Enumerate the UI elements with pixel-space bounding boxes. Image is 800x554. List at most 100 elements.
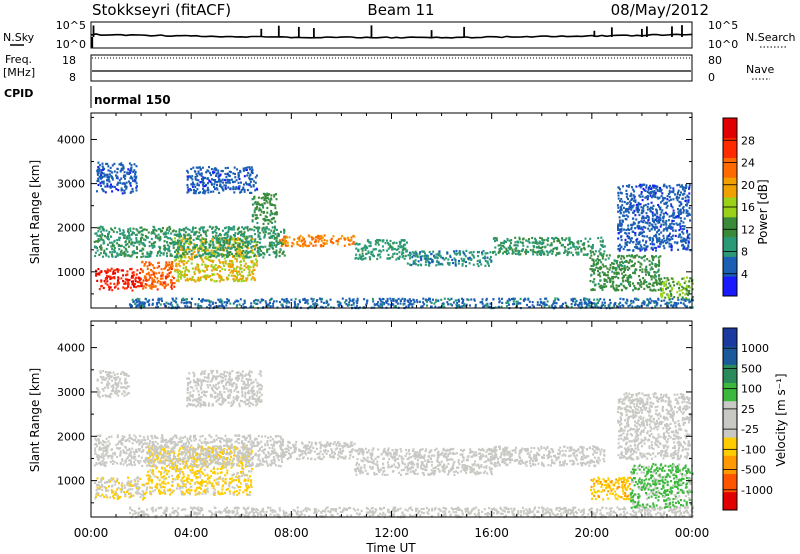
power-cell xyxy=(644,270,647,273)
power-cell xyxy=(254,176,257,179)
power-cell xyxy=(275,198,278,201)
power-cell xyxy=(208,166,210,169)
power-cell xyxy=(629,202,632,205)
power-cell xyxy=(199,244,202,247)
power-cell xyxy=(184,270,187,273)
power-cell xyxy=(654,226,657,229)
power-cell xyxy=(498,297,501,300)
power-cell xyxy=(230,227,233,230)
power-cell xyxy=(124,247,127,250)
power-cell xyxy=(119,236,121,239)
power-cell xyxy=(393,247,396,251)
power-cell xyxy=(688,280,691,283)
nsky-trace xyxy=(90,25,693,48)
power-cell xyxy=(175,252,178,255)
power-cell xyxy=(660,188,663,192)
power-cell xyxy=(654,233,657,236)
power-cell xyxy=(312,298,315,301)
power-cell xyxy=(221,170,224,173)
power-cell xyxy=(572,297,575,300)
power-cell xyxy=(272,305,275,308)
power-cell xyxy=(222,181,225,184)
power-cell xyxy=(212,265,215,268)
power-cell xyxy=(266,304,269,307)
power-cell xyxy=(199,167,202,171)
power-cell xyxy=(468,251,471,254)
power-cell xyxy=(185,261,188,264)
power-cell xyxy=(655,265,658,268)
power-cell xyxy=(234,232,237,235)
power-cell xyxy=(518,238,521,241)
power-cell xyxy=(214,301,217,305)
power-cell xyxy=(109,286,112,289)
power-cell xyxy=(129,191,132,194)
power-cell xyxy=(391,298,394,301)
power-cell xyxy=(198,269,201,272)
power-cell xyxy=(618,223,621,226)
power-cell xyxy=(267,193,269,197)
power-cell xyxy=(103,280,106,283)
power-cell xyxy=(180,277,182,280)
power-cell xyxy=(235,248,238,251)
power-cell xyxy=(204,184,207,188)
power-cell xyxy=(191,181,194,184)
power-cell xyxy=(272,204,275,207)
power-cell xyxy=(215,280,218,283)
power-cell xyxy=(415,299,418,302)
power-cell xyxy=(642,216,645,220)
power-cell xyxy=(387,303,390,306)
power-cell xyxy=(657,268,660,271)
power-cell xyxy=(124,185,127,188)
power-cell xyxy=(511,298,513,301)
power-cell xyxy=(500,297,503,300)
power-cell xyxy=(476,251,479,254)
power-cell xyxy=(228,170,231,173)
power-cell xyxy=(155,229,158,232)
power-cell xyxy=(636,224,639,227)
power-cell xyxy=(147,236,149,239)
power-cell xyxy=(382,249,385,252)
power-cell xyxy=(440,298,443,301)
power-cell xyxy=(624,274,627,277)
power-cell xyxy=(169,254,172,257)
power-cell xyxy=(649,288,652,291)
power-cell xyxy=(137,281,140,284)
power-cell xyxy=(186,298,188,301)
power-cell xyxy=(543,305,546,308)
power-cell xyxy=(548,305,551,308)
power-cell xyxy=(635,218,638,221)
power-cell xyxy=(640,256,643,259)
power-cell xyxy=(182,246,185,249)
power-cell xyxy=(395,241,398,245)
power-cell xyxy=(213,183,216,186)
power-cell xyxy=(212,243,215,246)
power-cell xyxy=(601,244,604,248)
power-cell xyxy=(149,276,152,279)
power-cell xyxy=(176,234,179,237)
power-cell xyxy=(661,292,664,295)
power-cell xyxy=(396,299,398,302)
power-cell xyxy=(111,250,114,253)
power-cell xyxy=(420,305,423,308)
power-cell xyxy=(213,305,216,308)
power-cell xyxy=(625,302,628,305)
power-cell xyxy=(159,235,162,239)
power-cell xyxy=(661,282,664,285)
power-cell xyxy=(356,297,359,300)
power-cell xyxy=(97,177,100,180)
power-cell xyxy=(659,190,662,193)
power-cell xyxy=(224,238,227,241)
power-cell xyxy=(688,286,691,289)
power-cell xyxy=(451,304,454,307)
power-cell xyxy=(577,242,580,245)
power-cell xyxy=(647,302,650,306)
power-cell xyxy=(665,220,668,223)
power-cell xyxy=(106,268,109,271)
power-cell xyxy=(355,300,358,303)
power-cell xyxy=(213,246,216,249)
power-cell xyxy=(150,232,153,235)
power-cell xyxy=(378,249,381,253)
power-cell xyxy=(145,235,148,238)
power-cell xyxy=(111,243,114,246)
power-cell xyxy=(229,271,232,274)
